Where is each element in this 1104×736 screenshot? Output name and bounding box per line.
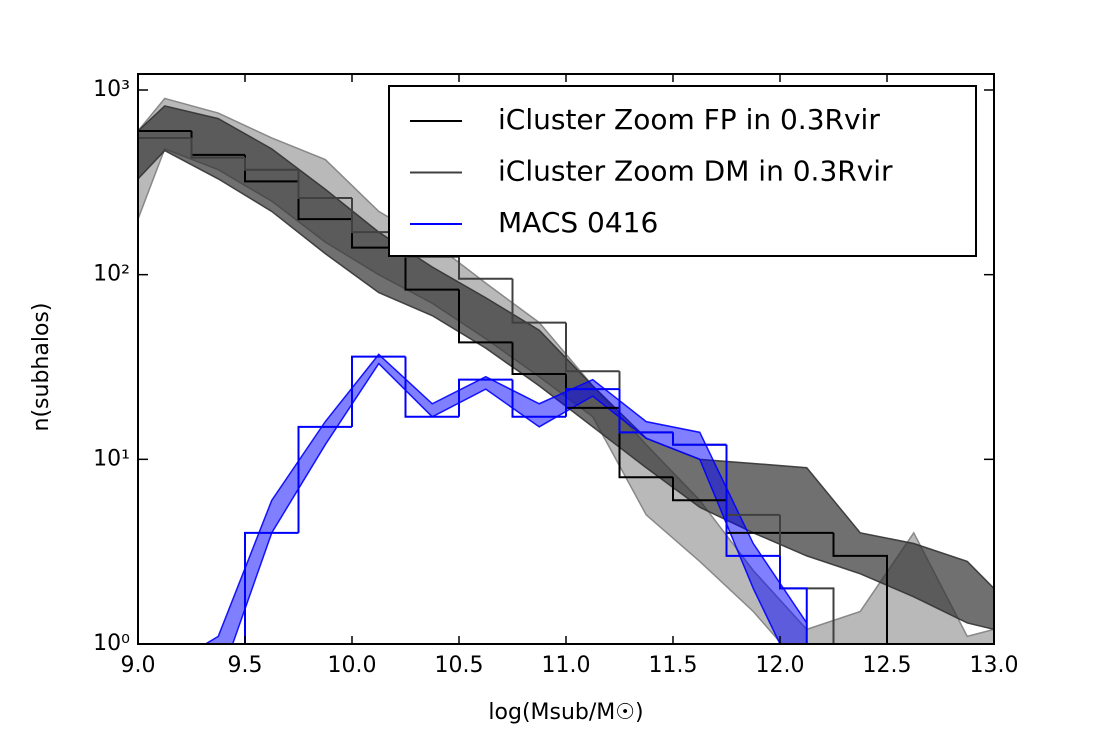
ticks: 9.0 9.5 10.0 10.5 11.0 11.5 12.0 12.5 13.0 10⁰ 10¹…	[93, 74, 1018, 678]
x-tick-label: 13.0	[970, 653, 1019, 678]
histogram-bin	[404, 247, 459, 291]
y-axis-label: n(subhalos)	[29, 303, 54, 432]
y-tick-label: 10¹	[93, 446, 130, 471]
histogram-bin	[672, 432, 727, 446]
x-tick-label: 12.5	[863, 653, 912, 678]
histogram-bin	[138, 129, 192, 644]
histogram-bin	[190, 137, 245, 159]
legend-label: iCluster Zoom DM in 0.3Rvir	[498, 155, 893, 188]
histogram-bin	[458, 378, 513, 417]
legend-label: MACS 0416	[498, 206, 658, 239]
band	[204, 353, 808, 644]
histogram-bin	[404, 356, 459, 418]
histogram-bin	[458, 256, 513, 280]
x-tick-label: 11.5	[649, 653, 698, 678]
histogram-bin	[511, 278, 566, 324]
histogram-bin	[618, 389, 673, 434]
x-axis-label: log(Msub/M☉)	[488, 700, 643, 725]
histogram-bin	[511, 342, 566, 375]
x-tick-label: 10.5	[435, 653, 484, 678]
y-tick-label: 10²	[93, 262, 130, 287]
histogram-bin	[725, 444, 780, 557]
histogram-bin	[351, 198, 406, 234]
y-tick-label: 10⁰	[93, 631, 130, 656]
x-tick-label: 12.0	[756, 653, 805, 678]
histogram-bin	[565, 322, 620, 373]
histogram-bin	[511, 379, 566, 418]
histogram-bin	[244, 157, 299, 171]
histograms	[138, 129, 888, 644]
histogram-bin	[672, 477, 727, 502]
legend-label: iCluster Zoom FP in 0.3Rvir	[498, 103, 880, 136]
histogram-bin	[458, 289, 513, 344]
legend-box	[388, 85, 977, 257]
legend: iCluster Zoom FP in 0.3Rvir iCluster Zoom…	[388, 85, 977, 257]
histogram-bin	[832, 532, 888, 644]
histogram-bin	[138, 136, 192, 644]
histogram-bin	[351, 355, 406, 427]
histogram-bin	[565, 388, 620, 417]
x-tick-label: 9.5	[228, 653, 263, 678]
y-tick-label: 10³	[93, 77, 130, 102]
histogram-bin	[779, 555, 808, 644]
histogram-bin	[297, 169, 352, 200]
histogram-bin	[297, 425, 352, 533]
histogram-bin	[244, 531, 299, 644]
x-tick-label: 11.0	[542, 653, 591, 678]
x-tick-label: 10.0	[328, 653, 377, 678]
x-tick-label: 9.0	[121, 653, 156, 678]
